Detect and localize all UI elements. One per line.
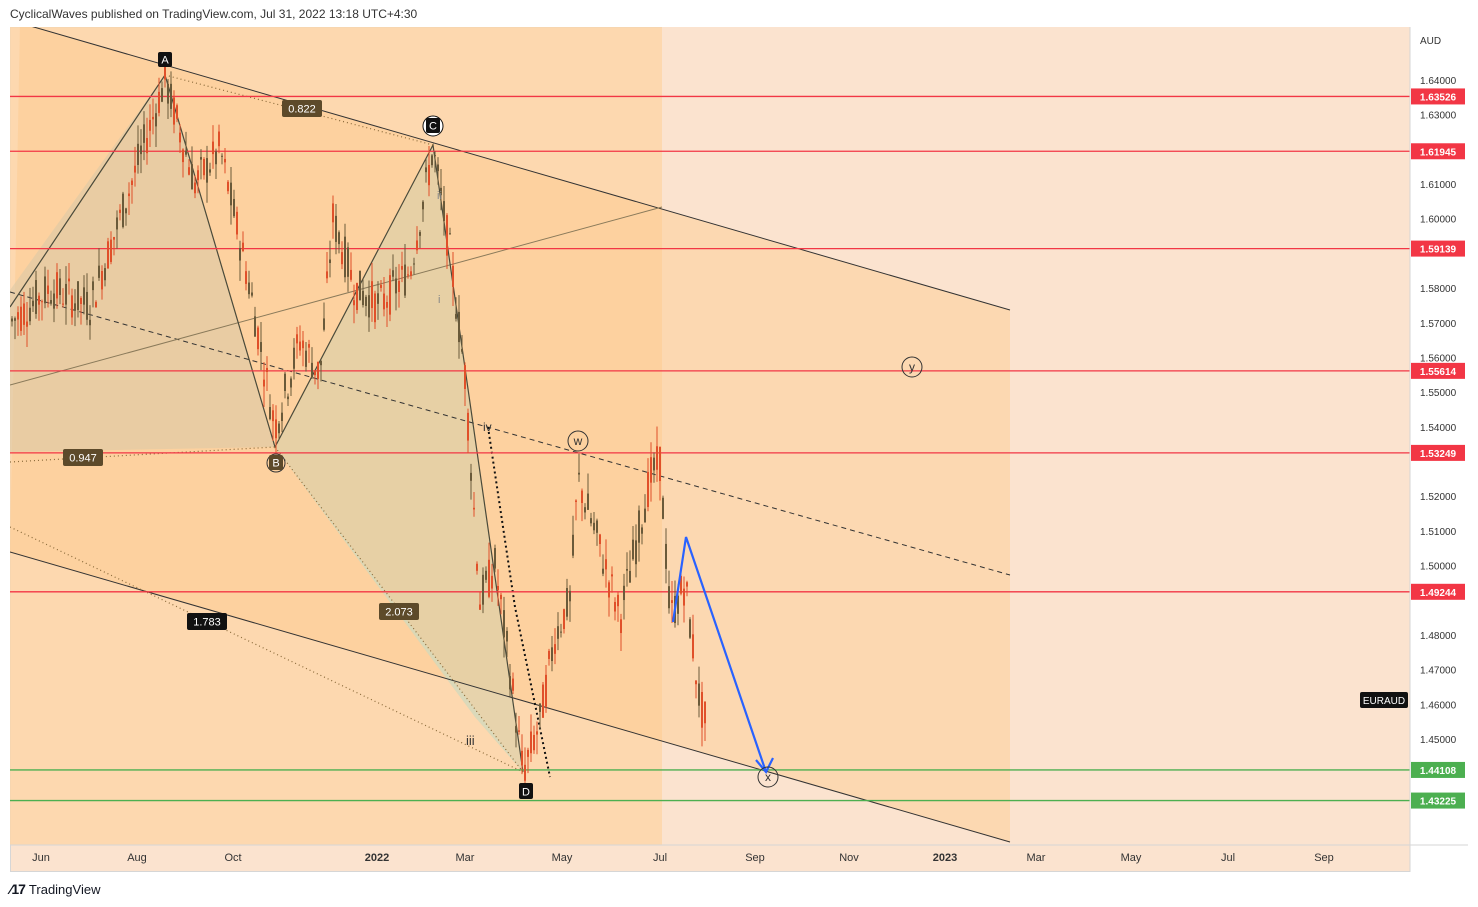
projection-path bbox=[671, 536, 774, 774]
svg-text:w: w bbox=[573, 434, 583, 448]
x-tick-label: Mar bbox=[1027, 852, 1046, 864]
x-tick-label: Aug bbox=[127, 852, 147, 864]
point-b-marker: B bbox=[266, 453, 286, 473]
level-badge-text: 1.49244 bbox=[1420, 588, 1457, 599]
level-badge bbox=[1411, 143, 1465, 160]
y-tick-label: 1.51000 bbox=[1420, 527, 1457, 538]
y-tick-label: 1.63000 bbox=[1420, 111, 1457, 122]
x-tick-label: 2022 bbox=[365, 852, 389, 864]
x-tick-label: Oct bbox=[224, 852, 241, 864]
level-badge bbox=[1411, 444, 1465, 461]
y-tick-label: 1.48000 bbox=[1420, 631, 1457, 642]
publisher-header: CyclicalWaves published on TradingView.c… bbox=[10, 7, 418, 21]
y-tick-label: 1.56000 bbox=[1420, 353, 1457, 364]
svg-text:B: B bbox=[272, 458, 279, 470]
wave-label-x: x bbox=[757, 766, 779, 788]
ratio-label-xd: 1.783 bbox=[187, 613, 227, 630]
x-tick-label: Jun bbox=[32, 852, 50, 864]
ratio-label-ac: 0.822 bbox=[282, 100, 322, 117]
y-tick-label: 1.57000 bbox=[1420, 319, 1457, 330]
wave-label-ii: ii bbox=[437, 190, 442, 202]
svg-text:x: x bbox=[765, 770, 771, 784]
level-badge bbox=[1411, 362, 1465, 379]
level-badge-text: 1.43225 bbox=[1420, 797, 1457, 808]
y-tick-label: 1.50000 bbox=[1420, 562, 1457, 573]
y-tick-label: 1.58000 bbox=[1420, 284, 1457, 295]
point-d-marker: D bbox=[519, 783, 533, 799]
x-tick-label: Jul bbox=[653, 852, 667, 864]
footer: ⁄︎17 TradingView bbox=[10, 881, 100, 897]
x-tick-label: Sep bbox=[1314, 852, 1334, 864]
shaded-zone-right bbox=[662, 27, 1412, 845]
wave-label-y: y bbox=[901, 356, 923, 378]
wave-label-iv: iv bbox=[483, 420, 492, 434]
svg-text:1.783: 1.783 bbox=[193, 617, 221, 629]
x-tick-label: Sep bbox=[745, 852, 765, 864]
wave-label-iii: iii bbox=[466, 733, 475, 748]
svg-text:0.822: 0.822 bbox=[288, 104, 316, 116]
svg-text:EURAUD: EURAUD bbox=[1363, 696, 1405, 707]
symbol-badge: EURAUD bbox=[1360, 692, 1408, 708]
descending-channel bbox=[10, 27, 1010, 842]
svg-text:2.073: 2.073 bbox=[385, 607, 413, 619]
y-tick-label: 1.54000 bbox=[1420, 423, 1457, 434]
level-badge-text: 1.53249 bbox=[1420, 449, 1457, 460]
level-badge bbox=[1411, 240, 1465, 257]
level-badge-text: 1.63526 bbox=[1420, 92, 1457, 103]
x-tick-label: Mar bbox=[456, 852, 475, 864]
point-a-marker: A bbox=[158, 52, 172, 67]
svg-text:C: C bbox=[429, 121, 437, 133]
point-c-marker: C bbox=[422, 115, 444, 137]
price-axis: AUD 1.64000 1.63000 1.61000 1.60000 1.58000 1… bbox=[1409, 27, 1468, 872]
time-axis: Jun Aug Oct 2022 Mar May Jul Sep Nov 2023 Mar May Ju… bbox=[10, 844, 1468, 864]
level-badge bbox=[1411, 792, 1465, 809]
channel-lines bbox=[10, 27, 1011, 843]
x-tick-label: Nov bbox=[839, 852, 859, 864]
ratio-label-xb: 0.947 bbox=[63, 449, 103, 466]
level-badge bbox=[1411, 761, 1465, 778]
harmonic-bcd-triangle bbox=[275, 145, 523, 772]
y-tick-label: 1.46000 bbox=[1420, 700, 1457, 711]
ratio-label-bd: 2.073 bbox=[379, 603, 419, 620]
x-tick-label: Jul bbox=[1221, 852, 1235, 864]
impulse-dotted-line bbox=[487, 426, 551, 778]
candlesticks bbox=[11, 60, 706, 787]
level-badge-text: 1.55614 bbox=[1420, 367, 1457, 378]
svg-text:0.947: 0.947 bbox=[69, 453, 97, 465]
currency-label: AUD bbox=[1420, 36, 1441, 47]
y-tick-label: 1.64000 bbox=[1420, 76, 1457, 87]
level-badge-text: 1.44108 bbox=[1420, 766, 1457, 777]
level-badge bbox=[1411, 583, 1465, 600]
wave-label-w: w bbox=[567, 430, 589, 452]
svg-text:A: A bbox=[161, 55, 169, 67]
level-badge bbox=[1411, 88, 1465, 105]
wave-label-i: i bbox=[438, 294, 440, 306]
svg-text:D: D bbox=[522, 787, 530, 799]
x-tick-label: 2023 bbox=[933, 852, 957, 864]
y-tick-label: 1.47000 bbox=[1420, 666, 1457, 677]
tradingview-logo-icon: ⁄︎17 bbox=[10, 881, 26, 897]
svg-text:y: y bbox=[909, 360, 915, 374]
x-tick-label: May bbox=[1121, 852, 1142, 864]
y-tick-label: 1.45000 bbox=[1420, 735, 1457, 746]
y-tick-label: 1.52000 bbox=[1420, 492, 1457, 503]
footer-brand: TradingView bbox=[28, 881, 101, 897]
y-tick-label: 1.55000 bbox=[1420, 388, 1457, 399]
level-badge-text: 1.59139 bbox=[1420, 245, 1457, 256]
price-chart[interactable]: 0.822 0.947 2.073 1.783 A C B D w y bbox=[10, 27, 1468, 872]
y-tick-label: 1.60000 bbox=[1420, 215, 1457, 226]
y-tick-label: 1.61000 bbox=[1420, 180, 1457, 191]
x-tick-label: May bbox=[552, 852, 573, 864]
level-badge-text: 1.61945 bbox=[1420, 147, 1457, 158]
harmonic-xab-triangle bbox=[10, 75, 275, 452]
